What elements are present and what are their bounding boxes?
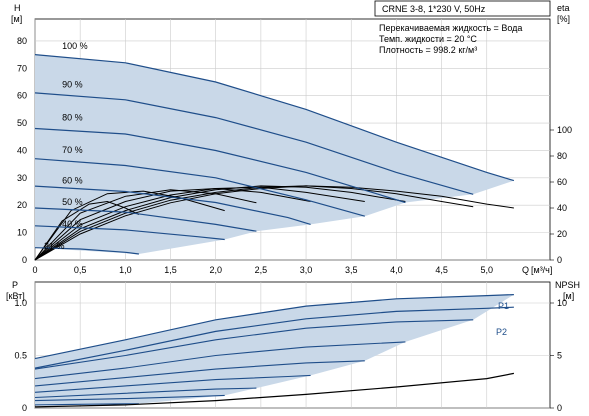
eta-tick-label: 40 (557, 203, 567, 213)
eta-tick-label: 0 (557, 255, 562, 265)
speed-label: 21 % (44, 241, 65, 251)
head-curve (34, 207, 257, 232)
power-y-unit: [кВт] (6, 291, 25, 301)
npsh-tick-label: 5 (557, 351, 562, 361)
head-curve (34, 158, 365, 217)
npsh-y-unit: [м] (563, 291, 574, 301)
eta-tick-label: 60 (557, 177, 567, 187)
temperature-line: Темп. жидкости = 20 °C (379, 34, 477, 44)
eta-tick-label: 100 (557, 125, 572, 135)
power-y-tick-label: 0.5 (14, 351, 27, 361)
head-y-tick-label: 70 (17, 63, 27, 73)
speed-power-curve (34, 360, 365, 387)
p1-label: P1 (498, 301, 509, 311)
head-x-tick-label: 2,0 (209, 265, 222, 275)
power-y-tick-label: 1.0 (14, 298, 27, 308)
head-y-tick-label: 80 (17, 36, 27, 46)
efficiency-curve (34, 189, 257, 261)
head-x-tick-label: 1,0 (119, 265, 132, 275)
head-y-unit: [м] (11, 14, 22, 24)
head-y-tick-label: 0 (22, 255, 27, 265)
head-x-tick-label: 5,0 (480, 265, 493, 275)
power-curve-p1 (34, 294, 514, 360)
eta-tick-label: 80 (557, 151, 567, 161)
title: CRNE 3-8, 1*230 V, 50Hz (382, 4, 486, 14)
npsh-curve (34, 372, 515, 408)
head-x-tick-label: 2,5 (255, 265, 268, 275)
p2-label: P2 (496, 327, 507, 337)
head-y-tick-label: 10 (17, 228, 27, 238)
head-x-tick-label: 1,5 (164, 265, 177, 275)
operating-range-area (35, 54, 514, 254)
speed-label: 60 % (62, 175, 83, 185)
head-x-tick-label: 4,5 (435, 265, 448, 275)
power-y-label: P (12, 280, 18, 290)
head-y-tick-label: 40 (17, 145, 27, 155)
head-y-tick-label: 50 (17, 118, 27, 128)
npsh-y-label: NPSH (555, 280, 580, 290)
npsh-tick-label: 10 (557, 298, 567, 308)
efficiency-curve (34, 185, 514, 261)
head-x-tick-label: 3,0 (300, 265, 313, 275)
head-y-tick-label: 30 (17, 173, 27, 183)
speed-label: 70 % (62, 145, 83, 155)
npsh-tick-label: 0 (557, 403, 562, 413)
speed-power-curve (34, 394, 225, 402)
eta-tick-label: 20 (557, 229, 567, 239)
density-line: Плотность = 998.2 кг/м³ (379, 45, 477, 55)
head-curve (34, 247, 139, 255)
efficiency-curve (34, 200, 140, 261)
head-x-tick-label: 0 (32, 265, 37, 275)
speed-power-curve (34, 374, 311, 393)
head-x-unit: [м³/ч] (531, 265, 552, 275)
speed-label: 80 % (62, 112, 83, 122)
speed-label: 90 % (62, 79, 83, 89)
power-curve-p2 (34, 306, 514, 369)
speed-power-curve (34, 403, 139, 406)
power-y-tick-label: 0 (22, 403, 27, 413)
head-chart: 100 % 90 % 80 % 70 % 60 % 50 % 40 % 21 % 0 0,5 1,… (11, 3, 572, 275)
power-chart: 0 0.5 1.0 0 5 10 P [кВт] NPSH [м] P1 P2 (6, 280, 580, 413)
head-x-tick-label: 4,0 (390, 265, 403, 275)
head-y-tick-label: 60 (17, 91, 27, 101)
speed-power-curve (34, 319, 474, 370)
head-y-label: H (14, 3, 21, 13)
head-y-tick-label: 20 (17, 200, 27, 210)
head-curve (34, 127, 406, 204)
speed-label: 50 % (62, 197, 83, 207)
speed-power-curve (34, 387, 257, 399)
head-curve (34, 185, 311, 225)
head-x-tick-label: 3,5 (345, 265, 358, 275)
info-box: CRNE 3-8, 1*230 V, 50Hz Перекачиваемая ж… (374, 0, 551, 55)
head-x-label: Q (522, 265, 529, 275)
speed-label: 100 % (62, 41, 88, 51)
title-box (374, 0, 551, 17)
speed-power-curve (34, 341, 406, 380)
eta-y-unit: [%] (557, 14, 570, 24)
efficiency-curve (34, 187, 311, 261)
liquid-line: Перекачиваемая жидкость = Вода (379, 23, 522, 33)
head-curve (34, 225, 225, 241)
efficiency-curve (34, 185, 406, 261)
eta-y-label: eta (557, 3, 570, 13)
head-curve (34, 54, 515, 182)
speed-label: 40 % (62, 219, 83, 229)
head-curve (34, 92, 474, 195)
head-x-tick-label: 0,5 (74, 265, 87, 275)
